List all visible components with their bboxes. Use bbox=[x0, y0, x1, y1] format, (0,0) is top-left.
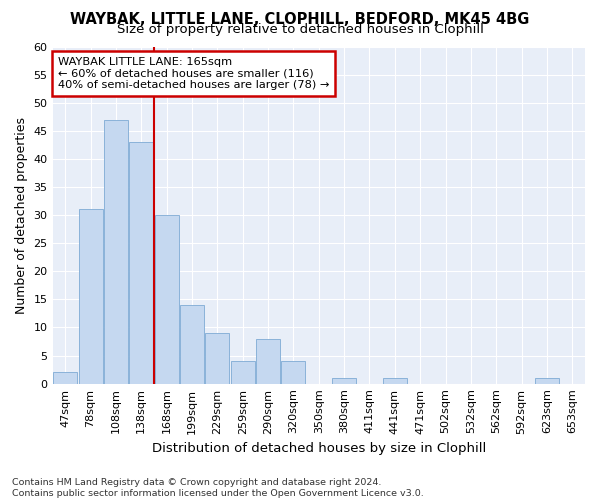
Bar bbox=[79, 210, 103, 384]
Bar bbox=[155, 215, 179, 384]
Text: Size of property relative to detached houses in Clophill: Size of property relative to detached ho… bbox=[116, 24, 484, 36]
Text: Contains HM Land Registry data © Crown copyright and database right 2024.
Contai: Contains HM Land Registry data © Crown c… bbox=[12, 478, 424, 498]
Bar bbox=[180, 305, 204, 384]
Bar bbox=[332, 378, 356, 384]
X-axis label: Distribution of detached houses by size in Clophill: Distribution of detached houses by size … bbox=[152, 442, 486, 455]
Bar bbox=[281, 361, 305, 384]
Bar bbox=[230, 361, 255, 384]
Bar bbox=[205, 333, 229, 384]
Bar bbox=[53, 372, 77, 384]
Bar bbox=[383, 378, 407, 384]
Bar bbox=[104, 120, 128, 384]
Bar bbox=[535, 378, 559, 384]
Text: WAYBAK, LITTLE LANE, CLOPHILL, BEDFORD, MK45 4BG: WAYBAK, LITTLE LANE, CLOPHILL, BEDFORD, … bbox=[70, 12, 530, 28]
Y-axis label: Number of detached properties: Number of detached properties bbox=[15, 116, 28, 314]
Bar bbox=[256, 338, 280, 384]
Text: WAYBAK LITTLE LANE: 165sqm
← 60% of detached houses are smaller (116)
40% of sem: WAYBAK LITTLE LANE: 165sqm ← 60% of deta… bbox=[58, 56, 329, 90]
Bar bbox=[129, 142, 154, 384]
